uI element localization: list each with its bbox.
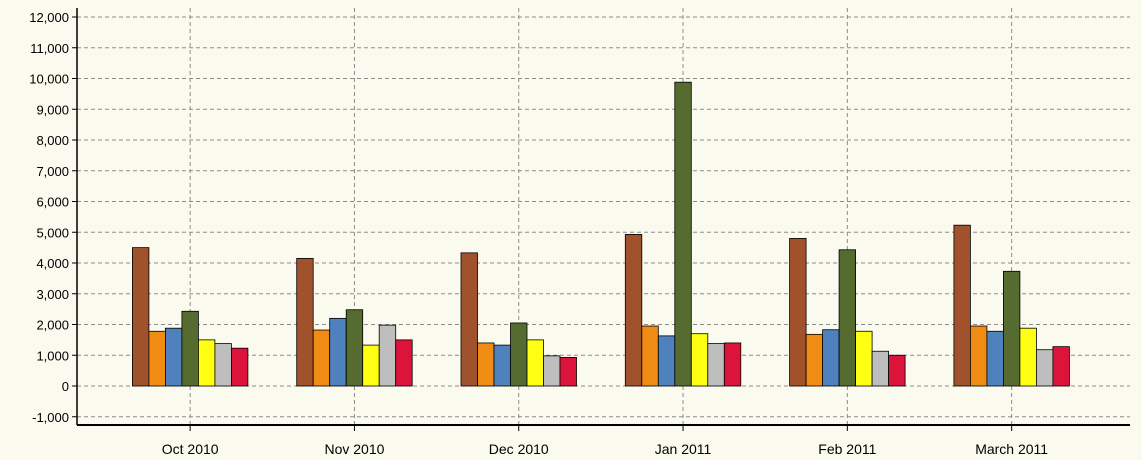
- y-tick-label: 1,000: [36, 348, 69, 363]
- bar: [789, 237, 807, 387]
- bar: [559, 357, 577, 387]
- bar: [641, 325, 659, 387]
- y-tick-label: 9,000: [36, 102, 69, 117]
- bar: [838, 249, 856, 387]
- bar: [805, 333, 823, 387]
- bar: [707, 343, 725, 387]
- bar: [131, 247, 150, 387]
- bar: [345, 309, 364, 387]
- bar: [378, 324, 397, 387]
- bar: [657, 335, 676, 387]
- bar: [164, 327, 183, 387]
- x-tick-label: Dec 2010: [489, 441, 549, 457]
- y-tick-label: 6,000: [36, 195, 69, 210]
- bar: [329, 317, 347, 387]
- bar: [214, 343, 232, 387]
- bar: [822, 329, 840, 387]
- y-tick-label: 7,000: [36, 164, 69, 179]
- bar: [888, 354, 906, 387]
- y-tick-label: 3,000: [36, 287, 69, 302]
- bar: [1052, 346, 1070, 387]
- y-tick-label: -1,000: [32, 410, 69, 425]
- bar: [230, 347, 249, 387]
- bar: [148, 330, 166, 387]
- y-tick-label: 10,000: [29, 72, 69, 87]
- bar: [510, 322, 528, 387]
- bar: [855, 330, 873, 387]
- bar: [723, 342, 742, 387]
- bar: [197, 339, 216, 387]
- bar: [624, 234, 643, 387]
- x-tick-label: March 2011: [975, 441, 1048, 457]
- bar: [493, 344, 511, 387]
- bar: [1003, 270, 1021, 387]
- bar: [986, 330, 1004, 387]
- bar: [460, 252, 478, 387]
- bar: [543, 355, 561, 387]
- bar: [362, 344, 380, 387]
- y-tick-label: 11,000: [30, 41, 69, 56]
- bar: [970, 325, 988, 387]
- bar: [181, 310, 199, 387]
- x-tick-label: Oct 2010: [162, 441, 219, 457]
- bar: [674, 81, 692, 387]
- bar: [477, 342, 495, 387]
- y-tick-label: 2,000: [36, 318, 69, 333]
- y-tick-label: 5,000: [36, 225, 69, 240]
- bar: [1019, 327, 1037, 387]
- y-tick-label: 8,000: [36, 133, 69, 148]
- y-tick-label: 0: [62, 379, 69, 394]
- y-tick-label: 12,000: [29, 10, 69, 25]
- bar: [1036, 349, 1054, 387]
- bar: [395, 339, 413, 387]
- bar: [953, 224, 971, 387]
- bar: [871, 350, 889, 387]
- x-tick-label: Feb 2011: [818, 441, 876, 457]
- x-tick-label: Nov 2010: [324, 441, 384, 457]
- bar: [312, 329, 331, 387]
- bar: [690, 333, 709, 387]
- bar: [296, 257, 314, 387]
- bar: [526, 339, 544, 387]
- x-tick-label: Jan 2011: [655, 441, 712, 457]
- y-tick-label: 4,000: [36, 256, 69, 271]
